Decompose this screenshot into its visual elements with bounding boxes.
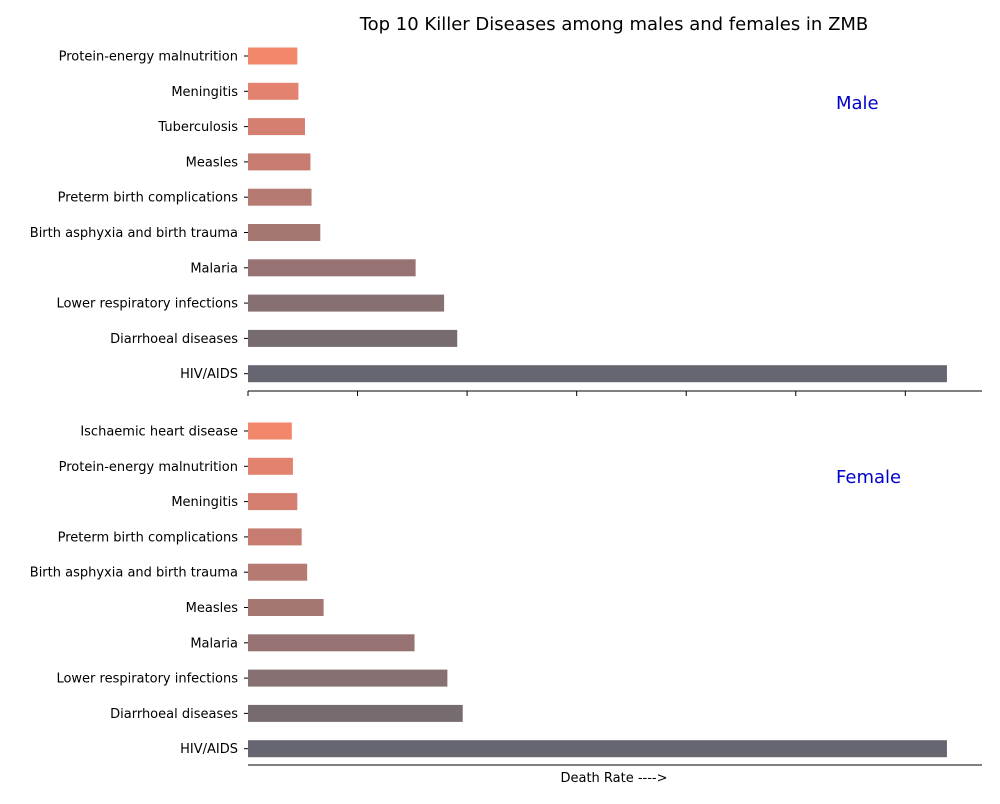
male-bar-7: [248, 294, 445, 312]
female-y-tick-label-3: Preterm birth complications: [58, 530, 239, 545]
male-bar-1: [248, 82, 299, 100]
female-y-tick-label-7: Lower respiratory infections: [56, 672, 238, 687]
female-bar-2: [248, 493, 298, 511]
female-bar-7: [248, 669, 448, 687]
female-bar-5: [248, 599, 324, 616]
female-y-tick-label-8: Diarrhoeal diseases: [110, 707, 238, 722]
male-y-tick-label-1: Meningitis: [171, 85, 238, 100]
male-bar-6: [248, 259, 416, 277]
male-y-tick-label-2: Tuberculosis: [157, 120, 238, 135]
panel-female: Ischaemic heart disease Protein-energy ma…: [30, 422, 982, 766]
female-bar-0: [248, 422, 292, 440]
chart-title: Top 10 Killer Diseases among males and f…: [359, 14, 869, 35]
female-y-tick-label-1: Protein-energy malnutrition: [59, 460, 238, 475]
panel-male: Protein-energy malnutrition Meningitis Tub…: [30, 47, 982, 396]
male-bar-9: [248, 365, 947, 383]
male-y-tick-label-3: Measles: [186, 155, 239, 170]
female-bar-6: [248, 634, 415, 652]
female-bar-8: [248, 704, 463, 722]
female-y-tick-label-4: Birth asphyxia and birth trauma: [30, 566, 238, 581]
male-y-tick-label-6: Malaria: [190, 261, 238, 276]
female-bar-4: [248, 563, 308, 581]
female-y-tick-label-2: Meningitis: [171, 495, 238, 510]
male-y-tick-label-5: Birth asphyxia and birth trauma: [30, 226, 238, 241]
female-y-tick-label-9: HIV/AIDS: [180, 742, 238, 757]
female-bar-9: [248, 740, 947, 758]
female-y-tick-label-5: Measles: [186, 601, 239, 616]
male-y-tick-label-4: Preterm birth complications: [58, 191, 239, 206]
male-y-tick-label-0: Protein-energy malnutrition: [59, 50, 238, 65]
male-bar-5: [248, 224, 321, 241]
male-bar-8: [248, 329, 458, 347]
male-y-tick-label-7: Lower respiratory infections: [56, 297, 238, 312]
x-axis-label: Death Rate ---->: [560, 771, 667, 786]
male-bar-0: [248, 47, 298, 65]
male-y-tick-label-9: HIV/AIDS: [180, 367, 238, 382]
male-y-tick-label-8: Diarrhoeal diseases: [110, 332, 238, 347]
female-bar-3: [248, 528, 302, 546]
female-y-tick-label-6: Malaria: [190, 636, 238, 651]
male-bar-3: [248, 153, 311, 171]
male-bar-2: [248, 118, 305, 136]
female-panel-label: Female: [836, 467, 901, 488]
male-bar-4: [248, 188, 312, 206]
male-panel-label: Male: [836, 93, 879, 114]
female-bar-1: [248, 457, 293, 475]
female-y-tick-label-0: Ischaemic heart disease: [80, 425, 238, 440]
